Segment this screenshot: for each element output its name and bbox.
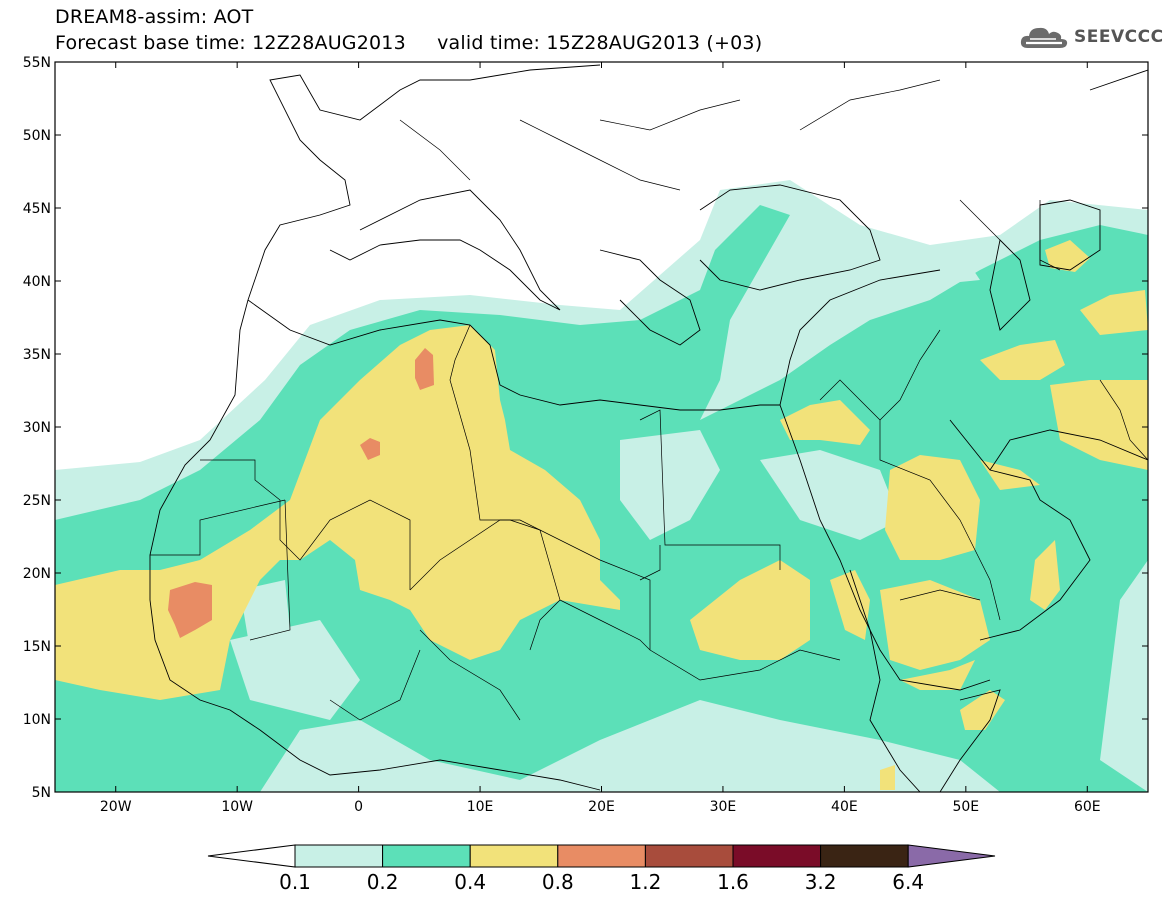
logo-text: SEEVCCC (1074, 27, 1164, 47)
lon-tick-label: 30E (710, 799, 737, 815)
legend-low-arrow (207, 844, 296, 868)
legend-swatch (294, 844, 384, 868)
axis-ticks: 55N 50N 45N 40N 35N 30N 25N 20N 15N 10N 5N 20W 10W 0 1… (23, 55, 1148, 815)
coastlines (149, 64, 1148, 792)
lat-tick-label: 40N (23, 274, 51, 290)
lat-tick-label: 35N (23, 347, 51, 363)
map-title: DREAM8-assim: AOT (55, 6, 254, 28)
lat-tick-label: 25N (23, 493, 51, 509)
legend-label: 1.2 (629, 870, 661, 894)
lon-tick-label: 10W (221, 799, 253, 815)
seevccc-logo: SEEVCCC (1018, 22, 1164, 52)
legend-label: 3.2 (805, 870, 837, 894)
legend-high-arrow (907, 844, 996, 868)
lat-tick-label: 45N (23, 201, 51, 217)
lon-tick-label: 50E (952, 799, 979, 815)
lat-tick-label: 30N (23, 420, 51, 436)
legend-label: 0.2 (367, 870, 399, 894)
legend-swatch (382, 844, 471, 868)
legend-swatch (732, 844, 822, 868)
legend-swatch (644, 844, 734, 868)
country-borders (150, 79, 1148, 721)
lat-tick-label: 10N (23, 712, 51, 728)
forecast-time-line: Forecast base time: 12Z28AUG2013 valid t… (55, 32, 763, 54)
lon-tick-label: 60E (1074, 799, 1101, 815)
lon-tick-label: 0 (354, 799, 363, 815)
legend-label: 0.4 (454, 870, 486, 894)
legend-label: 1.6 (717, 870, 749, 894)
aot-0.8-1.2-area (415, 348, 434, 390)
legend-swatch (557, 844, 646, 868)
aot-field (55, 62, 1148, 792)
lat-tick-label: 15N (23, 639, 51, 655)
lat-tick-label: 5N (32, 785, 51, 801)
legend-label: 6.4 (892, 870, 924, 894)
legend-label: 0.8 (542, 870, 574, 894)
color-legend: 0.1 0.2 0.4 0.8 1.2 1.6 3.2 6.4 (207, 844, 996, 894)
lon-tick-label: 10E (467, 799, 494, 815)
lat-tick-label: 20N (23, 566, 51, 582)
cloud-icon (1020, 27, 1068, 48)
legend-label: 0.1 (279, 870, 311, 894)
lon-tick-label: 20W (100, 799, 132, 815)
lon-tick-label: 20E (588, 799, 615, 815)
lat-tick-label: 55N (23, 55, 51, 71)
legend-swatch (820, 844, 909, 868)
lon-tick-label: 40E (831, 799, 858, 815)
legend-swatch (469, 844, 559, 868)
lat-tick-label: 50N (23, 128, 51, 144)
